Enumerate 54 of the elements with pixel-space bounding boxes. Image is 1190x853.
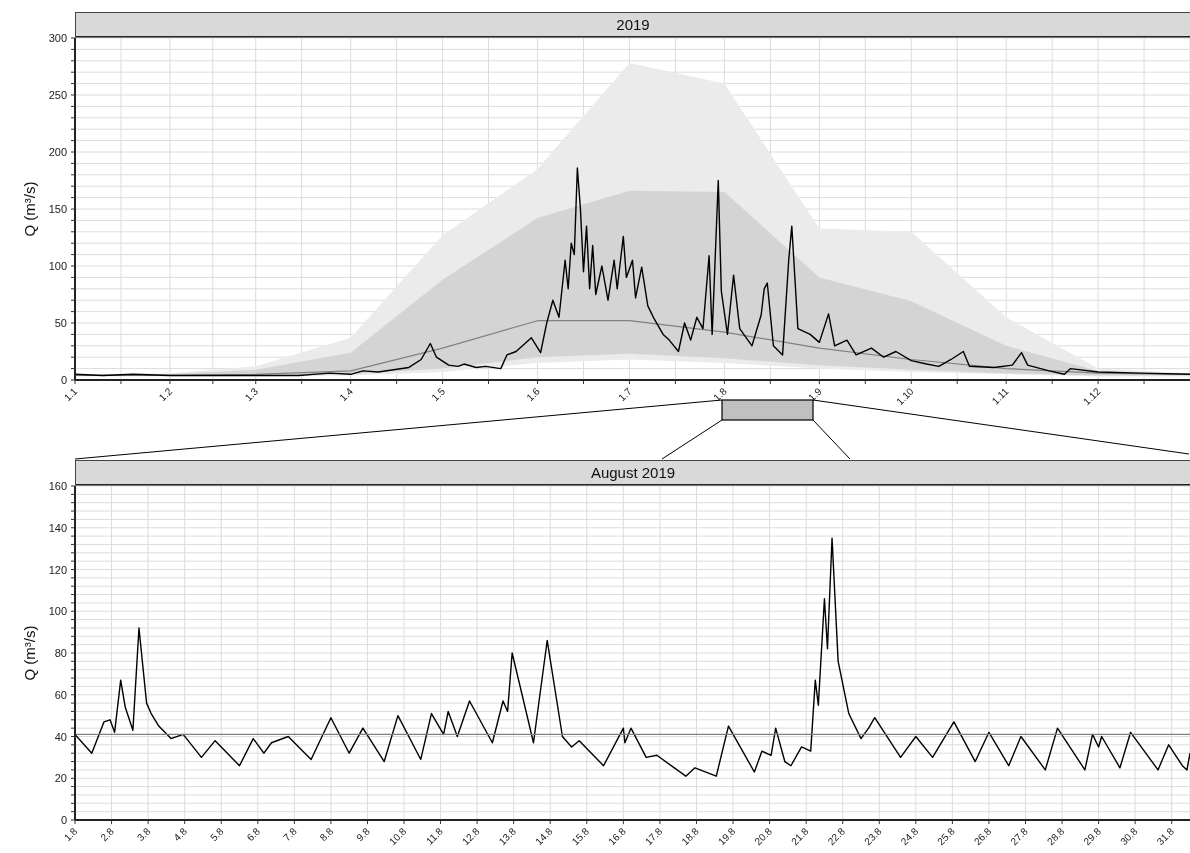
x-tick-label: 1.10 <box>894 385 916 408</box>
x-tick-label: 1.6 <box>524 385 543 404</box>
y-tick-label: 150 <box>48 203 67 215</box>
x-tick-label: 5.8 <box>208 825 226 844</box>
y-tick-label: 50 <box>54 317 67 329</box>
x-tick-label: 4.8 <box>171 825 190 844</box>
x-tick-label: 1.3 <box>242 385 261 404</box>
x-tick-label: 8.8 <box>317 825 336 844</box>
x-tick-label: 9.8 <box>354 825 373 844</box>
y-tick-label: 250 <box>48 89 67 101</box>
y-tick-label: 160 <box>48 480 67 492</box>
x-tick-label: 30.8 <box>1118 825 1140 848</box>
y-tick-label: 0 <box>60 374 67 386</box>
x-tick-label: 10.8 <box>386 825 409 848</box>
x-tick-label: 19.8 <box>715 825 738 848</box>
x-tick-label: 11.8 <box>423 825 446 847</box>
x-tick-label: 7.8 <box>281 825 300 844</box>
x-tick-label: 1.5 <box>429 385 448 404</box>
y-tick-label: 120 <box>48 563 67 576</box>
chart-title: August 2019 <box>75 460 1190 486</box>
y-tick-label: 300 <box>48 32 67 44</box>
x-tick-label: 1.11 <box>989 385 1011 407</box>
y-axis-title: Q (m³/s) <box>21 625 39 681</box>
x-tick-label: 1.1 <box>61 385 80 404</box>
x-tick-label: 1.2 <box>156 385 175 404</box>
chart-title: 2019 <box>75 12 1190 38</box>
y-tick-label: 100 <box>48 260 67 272</box>
x-tick-label: 1.4 <box>337 385 356 404</box>
y-axis-title: Q (m³/s) <box>21 181 39 237</box>
y-tick-label: 80 <box>54 647 67 659</box>
x-tick-label: 18.8 <box>679 825 702 848</box>
line-series <box>75 537 1190 777</box>
y-tick-label: 0 <box>60 814 67 826</box>
x-tick-label: 6.8 <box>244 825 263 844</box>
x-tick-label: 3.8 <box>134 825 153 844</box>
y-tick-label: 200 <box>48 146 67 158</box>
x-tick-label: 13.8 <box>496 825 519 848</box>
x-tick-label: 17.8 <box>642 825 665 848</box>
y-tick-label: 60 <box>54 688 67 701</box>
x-tick-label: 12.8 <box>460 825 482 848</box>
x-tick-label: 1.12 <box>1080 385 1103 408</box>
x-tick-label: 1.7 <box>616 385 635 404</box>
x-tick-label: 31.8 <box>1154 825 1177 848</box>
x-tick-label: 1.8 <box>61 825 80 844</box>
x-tick-label: 15.8 <box>569 825 592 848</box>
x-tick-label: 2.8 <box>98 825 117 844</box>
y-tick-label: 100 <box>48 605 67 618</box>
x-tick-label: 1.8 <box>711 385 730 404</box>
y-tick-label: 20 <box>54 772 67 785</box>
x-tick-label: 1.9 <box>806 385 825 404</box>
x-tick-label: 14.8 <box>533 825 555 848</box>
y-tick-label: 40 <box>54 730 67 743</box>
x-tick-label: 16.8 <box>606 825 629 848</box>
y-tick-label: 140 <box>48 521 67 534</box>
